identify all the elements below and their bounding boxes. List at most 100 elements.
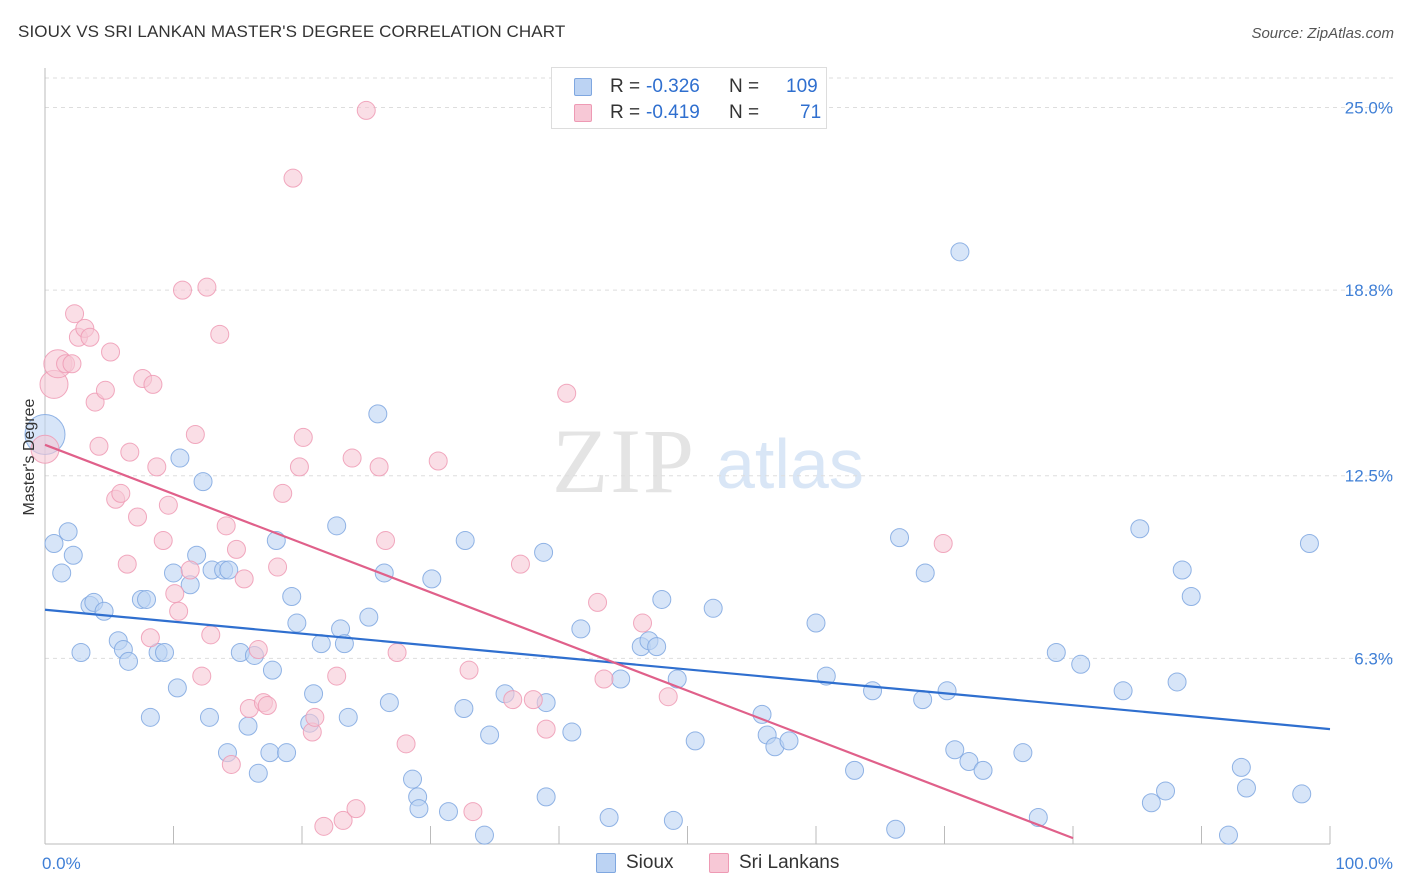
sioux-point — [950, 242, 970, 262]
sioux-point — [164, 563, 183, 583]
sri-lankan-point — [117, 554, 137, 574]
sri-lankan-point — [172, 280, 192, 300]
bottom-legend-label-sri-lankans: Sri Lankans — [739, 852, 840, 873]
sioux-point — [1113, 681, 1133, 701]
sri-lankan-point — [305, 707, 325, 727]
sri-lankan-point — [111, 483, 131, 503]
sioux-point — [886, 819, 906, 839]
sioux-point — [238, 716, 258, 736]
sri-lankan-point — [557, 383, 577, 403]
sioux-point — [945, 740, 965, 760]
sri-lankan-point — [143, 374, 163, 394]
legend-r-value: -0.326 — [646, 76, 700, 97]
legend-n-label: N = — [729, 76, 760, 97]
sioux-point — [170, 448, 190, 468]
sioux-point — [663, 810, 683, 830]
sri-lankan-point — [463, 802, 483, 822]
points — [24, 100, 1319, 845]
sioux-point — [816, 666, 836, 686]
sri-lankan-point — [185, 424, 205, 444]
sri-lankan-point — [248, 640, 268, 660]
sri-lankan-point — [503, 690, 523, 710]
sioux-point — [1292, 784, 1312, 804]
sioux-point — [562, 722, 582, 742]
watermark-atlas: atlas — [716, 425, 864, 503]
sioux-point — [474, 825, 494, 845]
sioux-point — [327, 516, 347, 536]
sioux-point — [334, 634, 354, 654]
sri-lankan-point — [594, 669, 614, 689]
legend-r-label: R = — [610, 76, 641, 97]
x-tick-label: 0.0% — [42, 854, 81, 873]
sioux-point — [379, 693, 399, 713]
sioux-point — [913, 690, 933, 710]
legend-n-value: 71 — [800, 102, 822, 123]
sri-lankan-point — [216, 516, 236, 536]
y-tick-label: 12.5% — [1345, 467, 1393, 486]
legend-swatch-sioux — [574, 78, 592, 96]
sri-lankan-point — [197, 277, 217, 297]
sioux-point — [137, 589, 157, 609]
sioux-point — [806, 613, 826, 633]
legend-r-label: R = — [610, 102, 641, 123]
y-tick-label: 25.0% — [1345, 98, 1393, 117]
sioux-point — [359, 607, 379, 627]
sri-lankan-point — [523, 690, 543, 710]
bottom-legend-label-sioux: Sioux — [626, 852, 674, 873]
sioux-point — [454, 698, 474, 718]
sioux-point — [890, 528, 910, 548]
sri-lankan-point — [289, 457, 309, 477]
sioux-point — [685, 731, 705, 751]
sioux-point — [534, 542, 554, 562]
sioux-point — [140, 707, 160, 727]
tick-labels: 6.3% 12.5% 18.8% 25.0% 0.0% 100.0% — [42, 98, 1393, 873]
sioux-point — [94, 601, 114, 621]
sioux-point — [44, 533, 64, 553]
sioux-point — [52, 563, 72, 583]
sioux-point — [119, 651, 139, 671]
sioux-point — [304, 684, 324, 704]
sioux-point — [403, 769, 423, 789]
sioux-point — [409, 799, 429, 819]
sioux-trend-line — [44, 608, 1331, 731]
sri-lankan-point — [633, 613, 653, 633]
sri-lankan-point — [387, 643, 407, 662]
bottom-legend-swatch-sri-lankans — [709, 853, 729, 873]
sri-lankan-point — [369, 457, 389, 477]
sioux-point — [863, 681, 883, 701]
sioux-point — [219, 560, 239, 580]
sri-lankan-point — [147, 457, 167, 477]
sri-lankan-point — [89, 436, 109, 456]
sri-lankan-point — [192, 666, 212, 686]
sri-lankan-point — [356, 100, 376, 120]
sri-lankan-point — [234, 569, 254, 589]
y-tick-label: 18.8% — [1345, 281, 1393, 300]
sri-lankan-point — [140, 628, 160, 648]
sioux-point — [248, 763, 268, 783]
sioux-point — [199, 707, 219, 727]
sioux-point — [1156, 781, 1176, 801]
sioux-point — [155, 643, 175, 662]
sri-lankan-point — [180, 560, 200, 580]
sioux-point — [1231, 757, 1251, 777]
sri-lankan-point — [588, 592, 608, 612]
sioux-point — [1172, 560, 1192, 580]
sioux-point — [167, 678, 187, 698]
sioux-point — [1236, 778, 1256, 798]
sioux-point — [1299, 533, 1319, 553]
sioux-point — [480, 725, 500, 745]
sioux-point — [779, 731, 799, 751]
sioux-point — [915, 563, 935, 583]
sioux-point — [1218, 825, 1238, 845]
sri-lankan-point — [62, 354, 82, 374]
sri-lankan-point — [101, 342, 121, 362]
trend-lines — [44, 443, 1331, 840]
sri-lankan-point — [221, 754, 241, 774]
sioux-point — [937, 681, 957, 701]
correlation-legend: R = -0.326 N = 109 R = -0.419 N = 71 — [551, 67, 827, 129]
axes — [44, 68, 1331, 845]
y-tick-label: 6.3% — [1354, 649, 1393, 668]
sri-lankan-point — [346, 799, 366, 819]
sioux-point — [1071, 654, 1091, 674]
